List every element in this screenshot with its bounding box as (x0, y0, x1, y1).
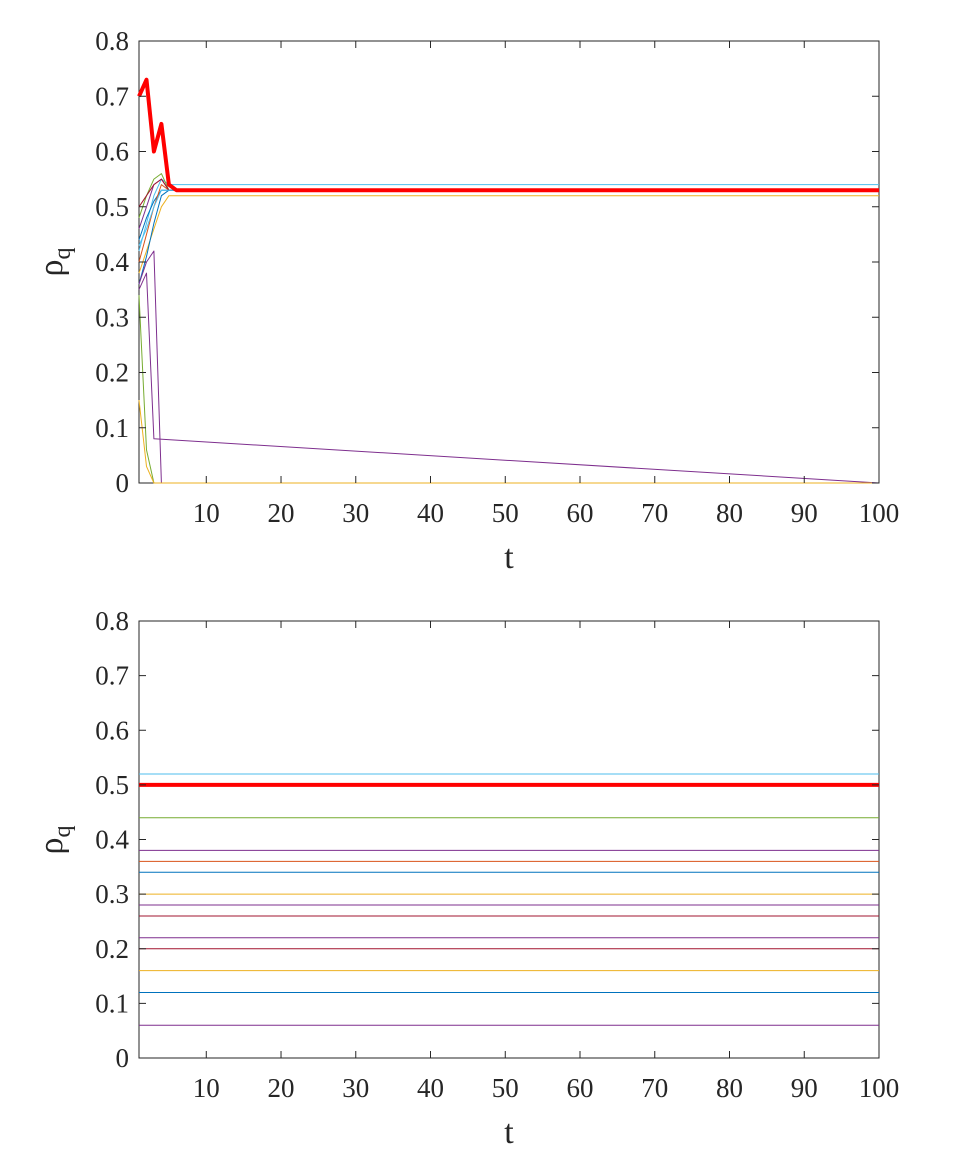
series-line (139, 400, 879, 483)
y-axis-label-symbol: ρ (33, 260, 70, 277)
x-tick-label: 90 (791, 498, 818, 528)
y-tick-label: 0 (116, 1043, 130, 1073)
x-tick-label: 60 (567, 1073, 594, 1103)
y-tick-label: 0.7 (95, 661, 129, 691)
x-tick-label: 30 (342, 1073, 369, 1103)
y-tick-label: 0.2 (95, 934, 129, 964)
y-tick-label: 0.6 (95, 137, 129, 167)
series-line (139, 179, 879, 207)
y-tick-label: 0.3 (95, 879, 129, 909)
x-tick-label: 10 (193, 1073, 220, 1103)
y-tick-label: 0 (116, 468, 130, 498)
x-axis-label: t (504, 539, 514, 576)
x-tick-label: 80 (716, 1073, 743, 1103)
series-line (139, 190, 879, 240)
y-axis-label-subscript: q (50, 248, 76, 260)
y-tick-label: 0.4 (95, 825, 129, 855)
x-tick-label: 20 (268, 498, 295, 528)
x-tick-label: 50 (492, 1073, 519, 1103)
x-tick-label: 40 (417, 1073, 444, 1103)
x-tick-label: 100 (859, 498, 900, 528)
y-tick-label: 0.7 (95, 81, 129, 111)
plot-frame (139, 41, 879, 483)
y-tick-label: 0.2 (95, 358, 129, 388)
x-tick-label: 80 (716, 498, 743, 528)
y-tick-label: 0.1 (95, 413, 129, 443)
y-tick-label: 0.1 (95, 988, 129, 1018)
series-line (139, 295, 879, 483)
y-tick-label: 0.4 (95, 247, 129, 277)
chart-panel-top: 10 20 30 40 50 60 70 80 90 100 0 0.1 0.2 0.3 0.4 0.5 0.6… (33, 26, 899, 576)
x-tick-label: 60 (567, 498, 594, 528)
x-tick-label: 10 (193, 498, 220, 528)
series-line (139, 273, 879, 483)
series-line (139, 196, 879, 273)
y-tick-label: 0.8 (95, 26, 129, 56)
y-axis-label: ρq (33, 248, 76, 277)
ticks-layer: 10 20 30 40 50 60 70 80 90 100 0 0.1 0.2 0.3 0.4 0.5 0.6… (95, 606, 899, 1103)
y-tick-label: 0.6 (95, 715, 129, 745)
x-tick-label: 70 (641, 1073, 668, 1103)
y-tick-label: 0.8 (95, 606, 129, 636)
y-tick-label: 0.5 (95, 192, 129, 222)
series-layer (139, 774, 879, 1025)
series-line-highlight (139, 80, 879, 191)
y-axis-label-subscript: q (50, 826, 76, 838)
series-line (139, 251, 879, 483)
x-tick-label: 40 (417, 498, 444, 528)
y-axis-label-symbol: ρ (33, 838, 70, 855)
x-axis-label: t (504, 1114, 514, 1151)
y-tick-label: 0.3 (95, 302, 129, 332)
ticks-layer: 10 20 30 40 50 60 70 80 90 100 0 0.1 0.2 0.3 0.4 0.5 0.6… (95, 26, 899, 528)
y-tick-label: 0.5 (95, 770, 129, 800)
series-line (139, 190, 879, 284)
x-tick-label: 90 (791, 1073, 818, 1103)
x-tick-label: 30 (342, 498, 369, 528)
x-tick-label: 50 (492, 498, 519, 528)
x-tick-label: 100 (859, 1073, 900, 1103)
y-axis-label: ρq (33, 826, 76, 855)
series-line (139, 185, 879, 262)
series-line (139, 190, 879, 245)
x-tick-label: 70 (641, 498, 668, 528)
series-line (139, 179, 879, 229)
x-tick-label: 20 (268, 1073, 295, 1103)
chart-panel-bottom: 10 20 30 40 50 60 70 80 90 100 0 0.1 0.2 0.3 0.4 0.5 0.6… (33, 606, 899, 1151)
series-layer (139, 80, 879, 483)
